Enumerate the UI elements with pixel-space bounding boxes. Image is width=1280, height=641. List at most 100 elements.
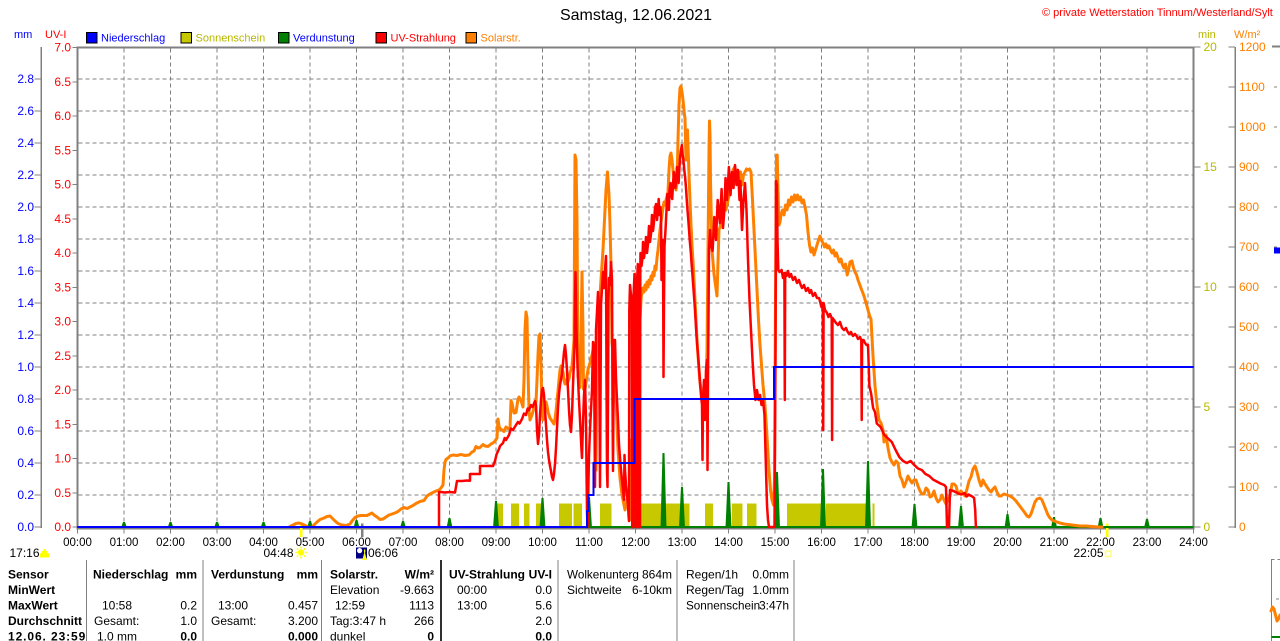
svg-text:13:00: 13:00 xyxy=(668,537,697,549)
svg-text:2.0: 2.0 xyxy=(17,200,34,214)
svg-text:Solarstr.: Solarstr. xyxy=(330,568,378,582)
svg-text:0.457: 0.457 xyxy=(288,599,318,613)
svg-text:1100: 1100 xyxy=(1239,80,1265,94)
svg-text:0: 0 xyxy=(427,630,434,641)
svg-text:23:00: 23:00 xyxy=(1133,537,1162,549)
svg-text:Samstag, 12.06.2021: Samstag, 12.06.2021 xyxy=(560,7,712,24)
svg-text:700: 700 xyxy=(1239,240,1259,254)
svg-text:1.0 mm: 1.0 mm xyxy=(97,630,137,641)
svg-text:08:00: 08:00 xyxy=(435,537,464,549)
svg-text:3.0: 3.0 xyxy=(54,315,71,329)
svg-text:0: 0 xyxy=(1204,520,1211,534)
svg-text:6.5: 6.5 xyxy=(54,75,71,89)
svg-text:0.0: 0.0 xyxy=(535,583,552,597)
svg-text:21:00: 21:00 xyxy=(1040,537,1069,549)
svg-text:4.0: 4.0 xyxy=(54,246,71,260)
svg-text:0.0: 0.0 xyxy=(17,520,34,534)
svg-text:2.4: 2.4 xyxy=(17,136,34,150)
svg-text:800: 800 xyxy=(1239,200,1259,214)
svg-text:13:00: 13:00 xyxy=(218,599,248,613)
svg-text:00:00: 00:00 xyxy=(63,537,92,549)
svg-text:24:00: 24:00 xyxy=(1179,537,1208,549)
svg-text:864m: 864m xyxy=(642,568,672,582)
svg-text:mm: mm xyxy=(176,568,197,582)
svg-text:0.0: 0.0 xyxy=(180,630,197,641)
svg-text:1.2: 1.2 xyxy=(17,328,34,342)
svg-text:Sonnenschein: Sonnenschein xyxy=(196,33,266,45)
svg-text:MinWert: MinWert xyxy=(8,583,55,597)
svg-text:300: 300 xyxy=(1239,400,1259,414)
svg-text:06:00: 06:00 xyxy=(342,537,371,549)
svg-text:2.0: 2.0 xyxy=(54,383,71,397)
svg-text:Durchschnitt: Durchschnitt xyxy=(8,614,82,628)
svg-text:Gesamt:: Gesamt: xyxy=(211,614,256,628)
svg-text:4.5: 4.5 xyxy=(54,212,71,226)
svg-text:14:00: 14:00 xyxy=(714,537,743,549)
svg-text:dunkel: dunkel xyxy=(330,630,365,641)
svg-text:100: 100 xyxy=(1239,480,1259,494)
svg-text:00:00: 00:00 xyxy=(457,583,487,597)
svg-text:1.4: 1.4 xyxy=(17,296,34,310)
svg-text:05:00: 05:00 xyxy=(296,537,325,549)
svg-text:3:47h: 3:47h xyxy=(759,599,789,613)
svg-text:0.6: 0.6 xyxy=(17,424,34,438)
svg-text:0: 0 xyxy=(1239,520,1246,534)
svg-text:17:00: 17:00 xyxy=(854,537,883,549)
svg-text:Solarstr.: Solarstr. xyxy=(481,33,521,45)
svg-text:Elevation: Elevation xyxy=(330,583,379,597)
svg-text:7.0: 7.0 xyxy=(54,41,71,55)
svg-text:W/m²: W/m² xyxy=(1234,29,1261,41)
svg-text:5.0: 5.0 xyxy=(54,178,71,192)
svg-text:1.8: 1.8 xyxy=(17,232,34,246)
svg-text:0.0: 0.0 xyxy=(535,630,552,641)
svg-text:3.5: 3.5 xyxy=(54,280,71,294)
svg-text:1.5: 1.5 xyxy=(54,417,71,431)
svg-text:10:00: 10:00 xyxy=(528,537,557,549)
svg-text:13:00: 13:00 xyxy=(457,599,487,613)
svg-text:Verdunstung: Verdunstung xyxy=(211,568,284,582)
svg-text:Wolkenunterg: Wolkenunterg xyxy=(567,569,639,582)
svg-text:-9.663: -9.663 xyxy=(400,583,434,597)
svg-text:Niederschlag: Niederschlag xyxy=(101,33,165,45)
svg-text:W/m²: W/m² xyxy=(405,568,434,582)
svg-text:2.6: 2.6 xyxy=(17,104,34,118)
svg-text:Verdunstung: Verdunstung xyxy=(293,33,355,45)
svg-text:10:58: 10:58 xyxy=(102,599,132,613)
svg-text:2.2: 2.2 xyxy=(17,168,34,182)
svg-text:04:48: 04:48 xyxy=(264,546,294,560)
svg-text:400: 400 xyxy=(1239,360,1259,374)
svg-text:1200: 1200 xyxy=(1239,40,1266,54)
svg-text:2.5: 2.5 xyxy=(54,349,71,363)
svg-text:15:00: 15:00 xyxy=(761,537,790,549)
svg-text:Sichtweite: Sichtweite xyxy=(567,583,622,597)
svg-text:02:00: 02:00 xyxy=(156,537,185,549)
svg-text:mm: mm xyxy=(297,568,318,582)
svg-text:12.06. 23:59: 12.06. 23:59 xyxy=(8,630,86,641)
svg-text:03:00: 03:00 xyxy=(203,537,232,549)
svg-text:200: 200 xyxy=(1239,440,1259,454)
svg-text:0.2: 0.2 xyxy=(17,488,34,502)
svg-text:6-10km: 6-10km xyxy=(632,583,672,597)
svg-text:0.2: 0.2 xyxy=(180,599,197,613)
svg-text:1.0: 1.0 xyxy=(17,360,34,374)
svg-text:Sonnenschein: Sonnenschein xyxy=(686,600,760,613)
svg-text:600: 600 xyxy=(1239,280,1259,294)
svg-text:UV-Strahlung: UV-Strahlung xyxy=(449,568,525,582)
svg-text:Tag:3:47 h: Tag:3:47 h xyxy=(330,614,386,628)
svg-text:07:00: 07:00 xyxy=(389,537,418,549)
svg-text:MaxWert: MaxWert xyxy=(8,599,58,613)
svg-text:5: 5 xyxy=(1204,400,1211,414)
svg-text:Sensor: Sensor xyxy=(8,568,49,582)
svg-text:Gesamt:: Gesamt: xyxy=(94,614,139,628)
svg-text:06:06: 06:06 xyxy=(368,546,398,560)
svg-text:1.0mm: 1.0mm xyxy=(752,583,789,597)
svg-text:0.5: 0.5 xyxy=(54,486,71,500)
svg-text:11:00: 11:00 xyxy=(575,537,603,549)
svg-text:12:00: 12:00 xyxy=(621,537,650,549)
svg-text:5.5: 5.5 xyxy=(54,143,71,157)
svg-text:mm: mm xyxy=(14,29,32,41)
svg-text:18:00: 18:00 xyxy=(900,537,929,549)
svg-text:16:00: 16:00 xyxy=(807,537,836,549)
svg-text:1113: 1113 xyxy=(409,599,434,613)
svg-text:6.0: 6.0 xyxy=(54,109,71,123)
